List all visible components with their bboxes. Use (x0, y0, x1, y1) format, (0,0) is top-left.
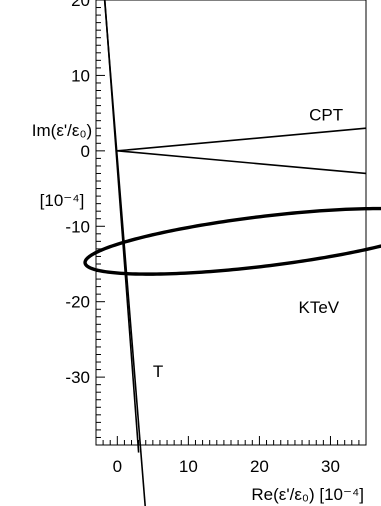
x-tick-label-30: 30 (321, 457, 340, 476)
annotation-t: T (153, 362, 163, 381)
plot-frame (95, 0, 367, 446)
annotation-ktev: KTeV (299, 298, 340, 317)
labels-layer: 0 10 20 30 20 10 0 -10 -20 -30 Im(ε'/ε₀)… (32, 0, 364, 504)
x-axis-label: Re(ε'/ε₀) [10⁻⁴] (251, 485, 364, 504)
x-tick-label-0: 0 (113, 457, 122, 476)
y-axis-label: Im(ε'/ε₀) (32, 121, 92, 140)
x-tick-label-10: 10 (179, 457, 198, 476)
y-axis-ticks (96, 0, 105, 446)
t-line-1 (103, 0, 140, 453)
y-tick-label-minus-30: -30 (65, 368, 90, 387)
y-axis-unit-label: [10⁻⁴] (40, 191, 85, 210)
y-tick-label-10: 10 (71, 66, 90, 85)
series-layer (83, 0, 381, 506)
y-tick-label-0: 0 (81, 142, 90, 161)
cpt-line-0 (117, 127, 367, 152)
x-tick-label-20: 20 (250, 457, 269, 476)
y-tick-label-20: 20 (71, 0, 90, 10)
ktev-ellipse (83, 206, 381, 276)
cpt-line-1 (117, 150, 367, 175)
x-axis-ticks (95, 436, 367, 445)
y-tick-label-minus-10: -10 (65, 217, 90, 236)
annotation-cpt: CPT (309, 106, 343, 125)
y-tick-label-minus-20: -20 (65, 293, 90, 312)
